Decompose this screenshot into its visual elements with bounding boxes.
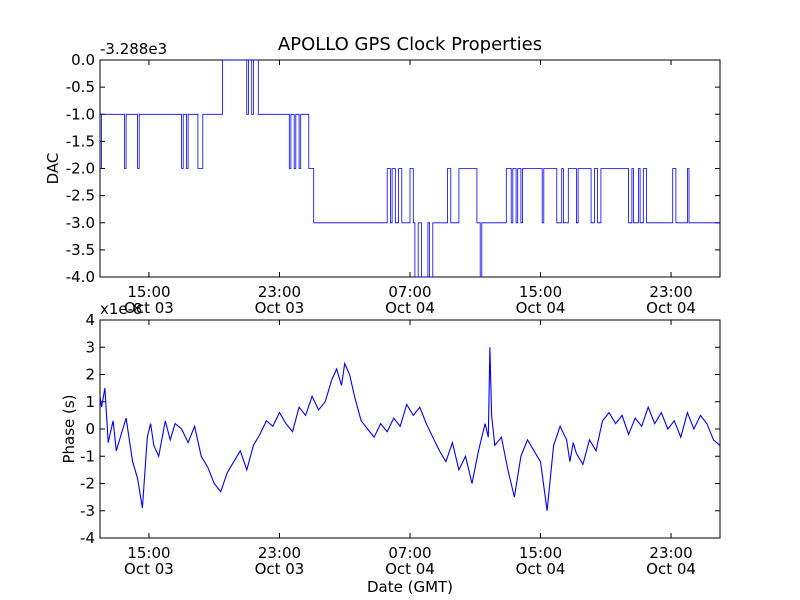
dac-xtick-date: Oct 04 xyxy=(516,299,566,317)
phase-ytick-label: 0 xyxy=(85,420,95,438)
dac-xtick-time: 07:00 xyxy=(388,283,431,301)
dac-offset-text: -3.288e3 xyxy=(100,40,167,58)
phase-xtick-time: 23:00 xyxy=(649,544,692,562)
phase-xtick-time: 23:00 xyxy=(258,544,301,562)
phase-xtick-date: Oct 03 xyxy=(255,560,305,578)
dac-xtick-time: 15:00 xyxy=(127,283,170,301)
dac-ytick-label: -1.5 xyxy=(66,132,95,150)
phase-ytick-label: 4 xyxy=(85,311,95,329)
phase-ytick-label: 2 xyxy=(85,366,95,384)
dac-xtick-date: Oct 03 xyxy=(255,299,305,317)
phase-ytick-label: -3 xyxy=(80,502,95,520)
phase-xtick-date: Oct 04 xyxy=(385,560,435,578)
dac-ytick-label: -2.0 xyxy=(66,160,95,178)
phase-ytick-label: -1 xyxy=(80,447,95,465)
phase-series-line xyxy=(99,347,721,511)
phase-ylabel: Phase (s) xyxy=(60,394,78,463)
dac-xtick-date: Oct 04 xyxy=(646,299,696,317)
dac-ytick-label: -3.5 xyxy=(66,241,95,259)
phase-ytick-label: -4 xyxy=(80,529,95,547)
dac-ytick-label: -0.5 xyxy=(66,78,95,96)
dac-ytick-label: -3.0 xyxy=(66,214,95,232)
dac-xtick-time: 23:00 xyxy=(649,283,692,301)
dac-ytick-label: -2.5 xyxy=(66,187,95,205)
phase-xtick-time: 07:00 xyxy=(388,544,431,562)
phase-ytick-label: 1 xyxy=(85,393,95,411)
phase-xtick-date: Oct 04 xyxy=(646,560,696,578)
dac-panel: 0.0 -0.5 -1.0 -1.5 -2.0 -2.5 -3.0 -3.5 -4.0 15:00… xyxy=(44,40,721,317)
dac-series-line xyxy=(100,59,720,278)
dac-xtick-time: 15:00 xyxy=(519,283,562,301)
phase-offset-text: x1e-8 xyxy=(100,300,143,318)
dac-ytick-label: -4.0 xyxy=(66,268,95,286)
dac-xtick-time: 23:00 xyxy=(258,283,301,301)
phase-xtick-date: Oct 04 xyxy=(516,560,566,578)
dac-ylabel: DAC xyxy=(44,153,62,185)
phase-xtick-time: 15:00 xyxy=(519,544,562,562)
dac-ytick-label: -1.0 xyxy=(66,105,95,123)
phase-xtick-date: Oct 03 xyxy=(124,560,174,578)
dac-ytick-label: 0.0 xyxy=(71,51,95,69)
phase-xlabel: Date (GMT) xyxy=(367,578,453,596)
phase-xtick-time: 15:00 xyxy=(127,544,170,562)
phase-ytick-label: 3 xyxy=(85,338,95,356)
dac-xtick-date: Oct 04 xyxy=(385,299,435,317)
chart-title: APOLLO GPS Clock Properties xyxy=(278,34,542,55)
phase-ytick-label: -2 xyxy=(80,475,95,493)
dac-xtick-date: Oct 03 xyxy=(124,299,174,317)
